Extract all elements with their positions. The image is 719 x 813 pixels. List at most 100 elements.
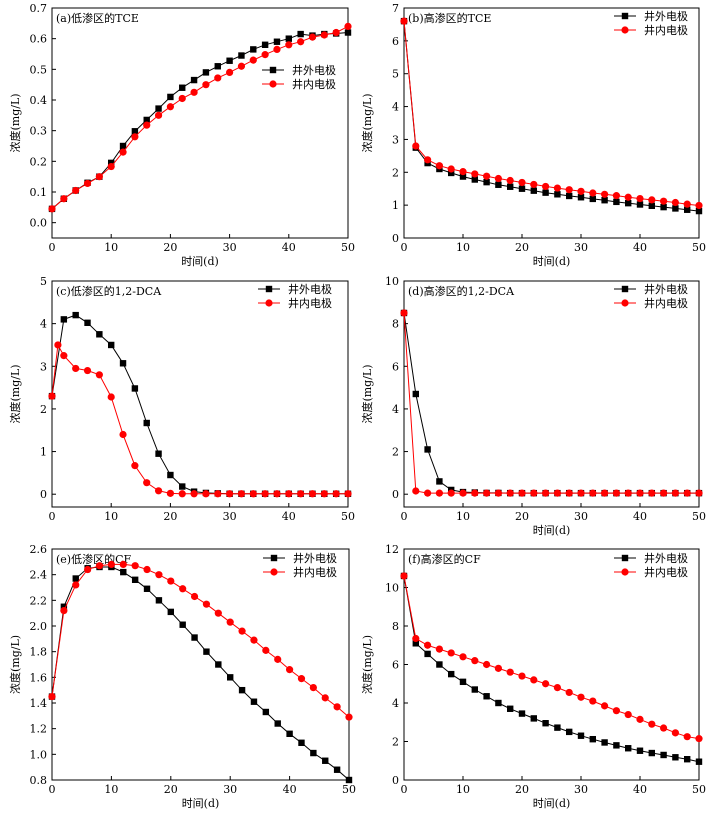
legend-marker bbox=[269, 80, 277, 88]
panel-title: (b)高渗区的TCE bbox=[408, 11, 491, 25]
data-point-0 bbox=[261, 41, 269, 48]
data-point-1 bbox=[297, 675, 306, 683]
x-tick-label: 30 bbox=[223, 783, 237, 796]
data-point-0 bbox=[155, 597, 163, 604]
data-point-1 bbox=[400, 572, 408, 580]
data-point-0 bbox=[672, 205, 679, 212]
x-tick-label: 50 bbox=[692, 783, 706, 796]
data-point-1 bbox=[671, 198, 680, 207]
data-point-0 bbox=[695, 207, 703, 215]
data-point-0 bbox=[344, 29, 352, 36]
data-point-1 bbox=[471, 489, 479, 497]
data-point-1 bbox=[154, 487, 163, 495]
x-axis-label: 时间(d) bbox=[533, 524, 571, 537]
data-point-1 bbox=[424, 641, 432, 649]
data-point-1 bbox=[143, 565, 151, 574]
data-point-0 bbox=[436, 478, 443, 485]
y-tick-label: 4 bbox=[392, 403, 399, 416]
data-point-1 bbox=[119, 148, 127, 156]
data-point-0 bbox=[214, 63, 221, 70]
data-point-1 bbox=[72, 581, 80, 589]
data-point-1 bbox=[400, 17, 408, 25]
data-point-1 bbox=[249, 490, 257, 498]
data-point-1 bbox=[506, 668, 514, 676]
data-point-1 bbox=[202, 600, 211, 608]
legend-label: 井内电极 bbox=[292, 77, 336, 91]
data-point-1 bbox=[119, 560, 127, 569]
data-point-1 bbox=[412, 634, 420, 643]
data-point-1 bbox=[83, 179, 92, 188]
data-point-0 bbox=[143, 585, 151, 592]
y-tick-label: 6 bbox=[392, 659, 399, 672]
legend-label: 井外电极 bbox=[644, 9, 688, 23]
data-point-1 bbox=[95, 562, 104, 570]
data-point-1 bbox=[542, 489, 550, 497]
y-tick-label: 6 bbox=[392, 35, 399, 48]
data-point-1 bbox=[320, 490, 328, 498]
data-point-0 bbox=[448, 169, 455, 177]
data-point-1 bbox=[494, 174, 502, 183]
data-point-0 bbox=[84, 319, 91, 326]
data-point-1 bbox=[447, 489, 455, 497]
data-point-1 bbox=[435, 489, 443, 497]
data-point-1 bbox=[506, 176, 514, 185]
data-point-0 bbox=[542, 720, 549, 727]
legend-label: 井内电极 bbox=[644, 23, 688, 37]
x-tick-label: 30 bbox=[223, 510, 237, 523]
data-point-0 bbox=[226, 57, 233, 64]
x-tick-label: 20 bbox=[163, 510, 177, 523]
legend-marker bbox=[621, 26, 629, 34]
data-point-1 bbox=[565, 186, 573, 194]
x-tick-label: 40 bbox=[633, 783, 647, 796]
data-point-0 bbox=[238, 52, 245, 59]
data-point-1 bbox=[624, 710, 632, 719]
data-point-1 bbox=[636, 489, 644, 497]
chart-panel-0: 0 10 20 30 40 50 0.0 0.1 0.2 0.3 0.4 0.5 0.6 0.7 时间(d)… bbox=[8, 2, 355, 268]
data-point-0 bbox=[589, 195, 596, 203]
data-point-1 bbox=[636, 715, 644, 723]
legend-label: 井外电极 bbox=[644, 551, 688, 565]
x-tick-label: 50 bbox=[341, 241, 355, 254]
y-tick-label: 5 bbox=[40, 275, 47, 288]
data-point-1 bbox=[459, 653, 467, 661]
data-point-1 bbox=[518, 178, 526, 187]
data-point-1 bbox=[60, 352, 68, 360]
data-point-0 bbox=[613, 198, 620, 206]
data-point-0 bbox=[625, 199, 632, 207]
x-tick-label: 20 bbox=[515, 783, 529, 796]
y-tick-label: 3 bbox=[40, 360, 47, 373]
data-point-0 bbox=[108, 159, 115, 167]
data-point-1 bbox=[214, 490, 222, 498]
x-tick-label: 10 bbox=[456, 510, 470, 523]
data-point-1 bbox=[286, 666, 294, 674]
data-point-1 bbox=[237, 62, 246, 70]
x-tick-label: 50 bbox=[341, 510, 355, 523]
y-tick-label: 2.0 bbox=[30, 620, 48, 633]
data-point-1 bbox=[506, 489, 514, 497]
data-point-1 bbox=[424, 156, 432, 164]
data-point-1 bbox=[166, 103, 174, 111]
data-point-1 bbox=[214, 609, 222, 617]
y-tick-label: 5 bbox=[392, 68, 399, 81]
legend-label: 井内电极 bbox=[288, 296, 332, 310]
data-point-1 bbox=[179, 585, 187, 593]
data-point-0 bbox=[495, 699, 502, 707]
data-point-0 bbox=[554, 724, 561, 731]
data-point-0 bbox=[179, 621, 186, 628]
data-point-0 bbox=[636, 201, 644, 208]
data-point-1 bbox=[72, 186, 80, 195]
data-point-0 bbox=[684, 756, 691, 763]
y-tick-label: 2.6 bbox=[30, 543, 48, 556]
data-point-0 bbox=[495, 181, 502, 188]
data-point-0 bbox=[155, 105, 162, 112]
data-point-1 bbox=[542, 680, 550, 688]
data-point-1 bbox=[333, 703, 341, 711]
legend-marker bbox=[265, 285, 273, 293]
data-point-1 bbox=[530, 676, 538, 684]
y-tick-label: 4 bbox=[392, 697, 399, 710]
data-point-0 bbox=[167, 93, 174, 101]
data-point-1 bbox=[577, 489, 585, 497]
data-point-1 bbox=[494, 489, 502, 497]
data-point-0 bbox=[589, 735, 596, 743]
